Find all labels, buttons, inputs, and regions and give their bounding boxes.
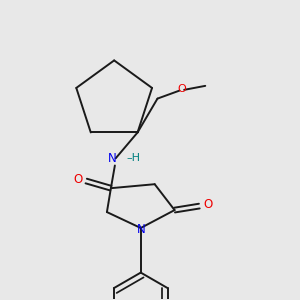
Text: N: N xyxy=(108,152,117,165)
Text: O: O xyxy=(177,84,186,94)
Text: N: N xyxy=(137,223,146,236)
Text: O: O xyxy=(203,198,213,211)
Text: –H: –H xyxy=(127,153,141,163)
Text: O: O xyxy=(74,172,83,185)
